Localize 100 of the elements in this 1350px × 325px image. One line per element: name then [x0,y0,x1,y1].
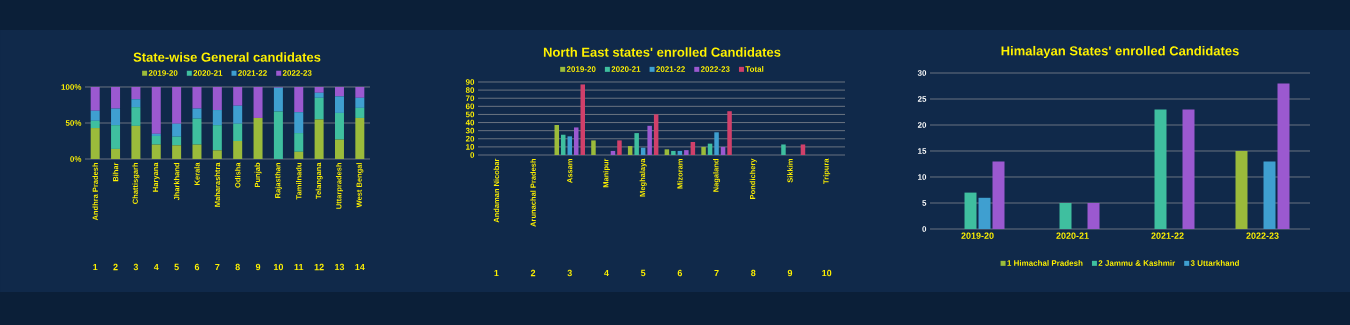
y-tick-label: 0% [70,156,82,162]
bar [233,105,243,124]
bar [727,111,732,155]
text: 6 [677,269,683,277]
bar [273,111,283,159]
legend-label: 2021-22 [656,66,685,72]
bar [90,128,100,159]
bar [294,112,304,134]
bar [992,161,1005,229]
bar [1087,203,1100,229]
bar [664,149,670,155]
legend-label: 2 Jammu & Kashmir [1098,260,1176,266]
bar [314,92,324,98]
bar [192,144,202,159]
bar [671,150,676,155]
bar [273,87,283,112]
bar [111,125,121,149]
y-tick-label: 50% [65,120,82,126]
bar [151,133,161,136]
bar [294,151,304,159]
text: 10 [273,263,284,271]
bar [314,87,324,93]
bar [151,144,161,159]
text: 4 [153,263,159,271]
bar [334,87,344,97]
text: 2 [530,269,536,277]
y-tick-label: 70 [465,95,475,102]
text: 9 [255,263,261,271]
x-tick-label: 2021-22 [1151,232,1184,239]
legend-label: 1 Himachal Pradesh [1007,260,1083,266]
y-tick-label: 25 [917,96,927,102]
bar [1182,109,1195,229]
text: 8 [751,269,756,277]
bar [212,110,222,126]
text: 10 [822,269,832,277]
text: 12 [314,263,324,271]
bar [253,87,263,118]
bar [131,99,141,108]
bar [647,125,652,155]
bar [90,110,100,121]
bar [294,87,304,113]
bar [314,97,324,120]
text: 4 [604,269,609,277]
bar [355,117,365,159]
text: 8 [235,263,240,271]
x-tick-label: 2019-20 [961,232,994,239]
x-tick-label: 2022-23 [1246,232,1279,239]
y-tick-label: 0 [922,226,927,232]
bar [561,134,566,155]
bar [591,140,596,155]
x-tick-label: 2020-21 [1056,232,1089,239]
bar [800,144,806,155]
text: 3 [567,269,572,277]
chart-title: Himalayan States' enrolled Candidates [1001,45,1239,59]
bar [1235,151,1248,229]
bar [574,127,579,155]
bar [627,146,633,155]
bar [334,112,344,140]
legend-label: 2020-21 [193,70,223,76]
chart-title: North East states' enrolled Candidates [543,47,781,57]
bar [172,87,182,124]
y-tick-label: 10 [466,144,475,150]
bar [111,87,121,109]
y-tick-label: 90 [465,79,475,85]
legend-label: 2020-21 [611,66,641,72]
bar [634,133,639,155]
bar [212,87,222,111]
y-tick-label: 100% [61,84,82,90]
y-tick-label: 5 [922,200,927,206]
bar [233,87,243,106]
bar [1277,83,1290,229]
text: 5 [640,269,646,277]
bar [172,123,182,137]
bar [355,97,365,108]
bar [151,87,161,134]
bar [781,144,786,155]
bar [90,120,100,129]
bar [192,108,202,119]
bar [1154,109,1167,229]
bar [111,108,121,126]
y-tick-label: 30 [917,70,927,76]
text: 1 [93,263,98,271]
y-tick-label: 80 [465,87,475,93]
text: 5 [174,263,179,271]
y-tick-label: 0 [470,152,475,158]
y-tick-label: 50 [465,111,475,118]
legend-label: Total [745,66,764,72]
bar [172,136,182,146]
text: 6 [194,263,200,271]
bar [334,96,344,113]
text: 14 [355,263,365,271]
bar [653,114,659,155]
bar [294,133,304,152]
text: 3 [133,263,139,271]
text: 7 [215,263,220,271]
bar [131,107,141,126]
legend-label: 2019-20 [148,70,178,76]
bar [192,118,202,145]
y-tick-label: 10 [918,174,927,180]
bar [355,107,365,118]
